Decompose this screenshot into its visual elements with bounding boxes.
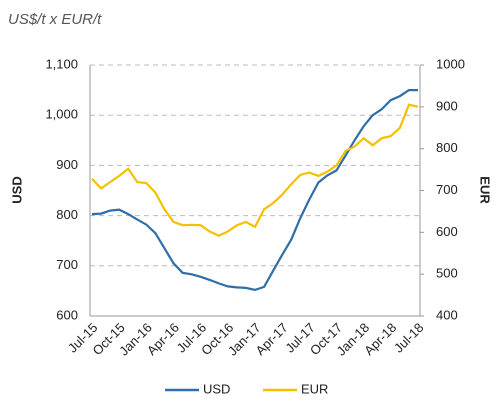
y-tick-label: 700 — [56, 257, 78, 272]
y-tick-label: 1,000 — [45, 107, 78, 122]
line-series — [91, 103, 419, 237]
y-tick-label: 600 — [56, 307, 78, 322]
y-tick-label: 800 — [56, 207, 78, 222]
y2-tick-label: 400 — [436, 307, 458, 322]
y2-tick-label: 700 — [436, 182, 458, 197]
legend-label: EUR — [301, 381, 328, 396]
line-series — [91, 89, 418, 292]
x-tick-label: Jul-18 — [391, 320, 427, 356]
legend-label: USD — [203, 381, 230, 396]
y-tick-label: 1,100 — [45, 56, 78, 71]
y2-tick-label: 500 — [436, 266, 458, 281]
y2-tick-label: 1000 — [436, 56, 465, 71]
y2-tick-label: 600 — [436, 224, 458, 239]
y2-tick-label: 800 — [436, 140, 458, 155]
y-axis-label: USD — [9, 176, 24, 203]
y2-tick-label: 900 — [436, 98, 458, 113]
y-tick-label: 900 — [56, 157, 78, 172]
chart-subtitle: US$/t x EUR/t — [8, 11, 102, 28]
y2-axis-label: EUR — [478, 176, 493, 204]
